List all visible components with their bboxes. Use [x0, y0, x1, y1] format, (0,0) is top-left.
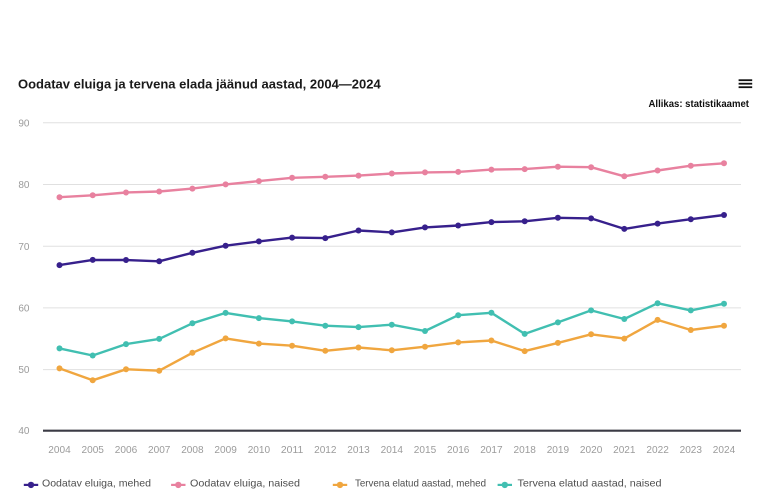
svg-text:2006: 2006	[115, 444, 138, 456]
svg-text:2008: 2008	[181, 444, 204, 456]
svg-text:2009: 2009	[214, 444, 237, 456]
svg-text:2013: 2013	[347, 444, 370, 456]
svg-text:2014: 2014	[381, 444, 404, 456]
svg-text:Oodatav eluiga, naised: Oodatav eluiga, naised	[190, 479, 300, 490]
svg-text:2011: 2011	[281, 444, 304, 456]
svg-text:2020: 2020	[580, 444, 603, 456]
svg-text:90: 90	[18, 119, 30, 130]
svg-text:2018: 2018	[514, 444, 537, 456]
svg-text:2023: 2023	[680, 444, 703, 456]
svg-text:2004: 2004	[48, 444, 71, 456]
svg-text:2015: 2015	[414, 444, 437, 456]
svg-text:2021: 2021	[613, 444, 636, 456]
svg-text:2019: 2019	[547, 444, 570, 456]
svg-text:Allikas: statistikaamet: Allikas: statistikaamet	[649, 99, 750, 110]
svg-text:2010: 2010	[248, 444, 271, 456]
svg-text:Oodatav eluiga ja tervena elad: Oodatav eluiga ja tervena elada jäänud a…	[18, 76, 382, 91]
svg-text:2016: 2016	[447, 444, 470, 456]
svg-text:2012: 2012	[314, 444, 337, 456]
svg-text:50: 50	[18, 365, 30, 376]
svg-text:70: 70	[18, 242, 30, 253]
svg-text:2022: 2022	[646, 444, 669, 456]
svg-text:2007: 2007	[148, 444, 171, 456]
svg-text:60: 60	[18, 304, 30, 315]
svg-text:80: 80	[18, 180, 30, 191]
svg-text:2005: 2005	[82, 444, 105, 456]
svg-text:40: 40	[18, 426, 30, 437]
svg-text:Oodatav eluiga, mehed: Oodatav eluiga, mehed	[42, 479, 151, 490]
svg-text:Tervena elatud aastad, mehed: Tervena elatud aastad, mehed	[355, 479, 486, 490]
svg-text:2017: 2017	[480, 444, 503, 456]
svg-text:2024: 2024	[713, 444, 736, 456]
svg-text:Tervena elatud aastad, naised: Tervena elatud aastad, naised	[518, 479, 662, 490]
